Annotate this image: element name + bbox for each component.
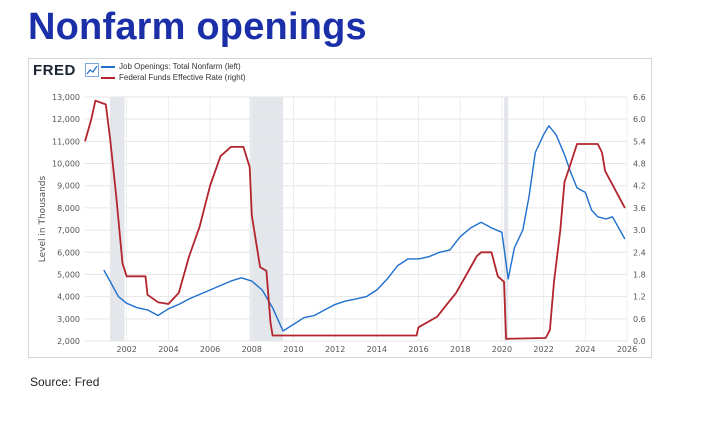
- fred-logo: FRED: [33, 62, 76, 79]
- chart-frame: FRED Job Openings: Total Nonfarm (left) …: [28, 58, 652, 358]
- y-right-tick-label: 0.0: [633, 337, 646, 346]
- source-note: Source: Fred: [30, 375, 100, 389]
- x-tick-label: 2004: [158, 345, 178, 354]
- y-right-tick-label: 0.6: [633, 315, 646, 324]
- x-tick-label: 2024: [575, 345, 595, 354]
- y-left-tick-label: 10,000: [52, 160, 80, 169]
- y-right-tick-label: 6.0: [633, 115, 646, 124]
- series-line-job-openings: [103, 125, 626, 332]
- y-right-tick-label: 4.2: [633, 182, 646, 191]
- x-tick-label: 2010: [283, 345, 303, 354]
- y-left-tick-label: 12,000: [52, 115, 80, 124]
- y-left-axis-title: Level in Thousands: [38, 175, 48, 262]
- x-tick-label: 2008: [242, 345, 262, 354]
- fred-chart-icon: [85, 63, 99, 77]
- x-tick-label: 2014: [367, 345, 387, 354]
- legend-label-job-openings: Job Openings: Total Nonfarm (left): [119, 62, 241, 71]
- y-left-tick-label: 6,000: [57, 248, 80, 257]
- y-left-tick-label: 5,000: [57, 270, 80, 279]
- y-right-tick-label: 3.6: [633, 204, 646, 213]
- legend-item-fed-funds: Federal Funds Effective Rate (right): [101, 72, 246, 83]
- x-tick-label: 2018: [450, 345, 470, 354]
- y-right-tick-label: 3.0: [633, 226, 646, 235]
- series-line-fed-funds-rate: [84, 99, 626, 340]
- y-left-tick-label: 4,000: [57, 293, 80, 302]
- y-left-tick-label: 13,000: [52, 93, 80, 102]
- y-left-tick-label: 2,000: [57, 337, 80, 346]
- y-right-tick-label: 1.8: [633, 270, 646, 279]
- y-right-tick-label: 1.2: [633, 293, 646, 302]
- x-tick-label: 2012: [325, 345, 345, 354]
- chart-plot: 2,000 3,000 4,000 5,000 6,000 7,000 8,000 9,000…: [38, 93, 646, 354]
- x-tick-label: 2022: [533, 345, 553, 354]
- y-right-tick-label: 2.4: [633, 248, 646, 257]
- recession-band-0: [110, 97, 125, 341]
- legend-swatch-fed-funds: [101, 76, 115, 79]
- legend-label-fed-funds: Federal Funds Effective Rate (right): [119, 73, 246, 82]
- x-tick-label: 2002: [117, 345, 137, 354]
- y-left-tick-label: 7,000: [57, 226, 80, 235]
- legend-item-job-openings: Job Openings: Total Nonfarm (left): [101, 61, 246, 72]
- y-right-tick-label: 5.4: [633, 137, 646, 146]
- y-right-tick-label: 6.6: [633, 93, 646, 102]
- x-tick-label: 2006: [200, 345, 220, 354]
- x-tick-label: 2020: [492, 345, 512, 354]
- y-right-tick-label: 4.8: [633, 160, 646, 169]
- x-tick-label: 2026: [617, 345, 637, 354]
- recession-band-1: [249, 97, 284, 341]
- y-left-tick-label: 8,000: [57, 204, 80, 213]
- x-tick-label: 2016: [408, 345, 428, 354]
- y-left-tick-label: 11,000: [52, 137, 80, 146]
- y-left-tick-label: 3,000: [57, 315, 80, 324]
- recession-band-2: [504, 97, 509, 341]
- legend-swatch-job-openings: [101, 65, 115, 68]
- y-left-tick-label: 9,000: [57, 182, 80, 191]
- chart-legend: Job Openings: Total Nonfarm (left) Feder…: [101, 61, 246, 83]
- slide-title: Nonfarm openings: [28, 6, 367, 48]
